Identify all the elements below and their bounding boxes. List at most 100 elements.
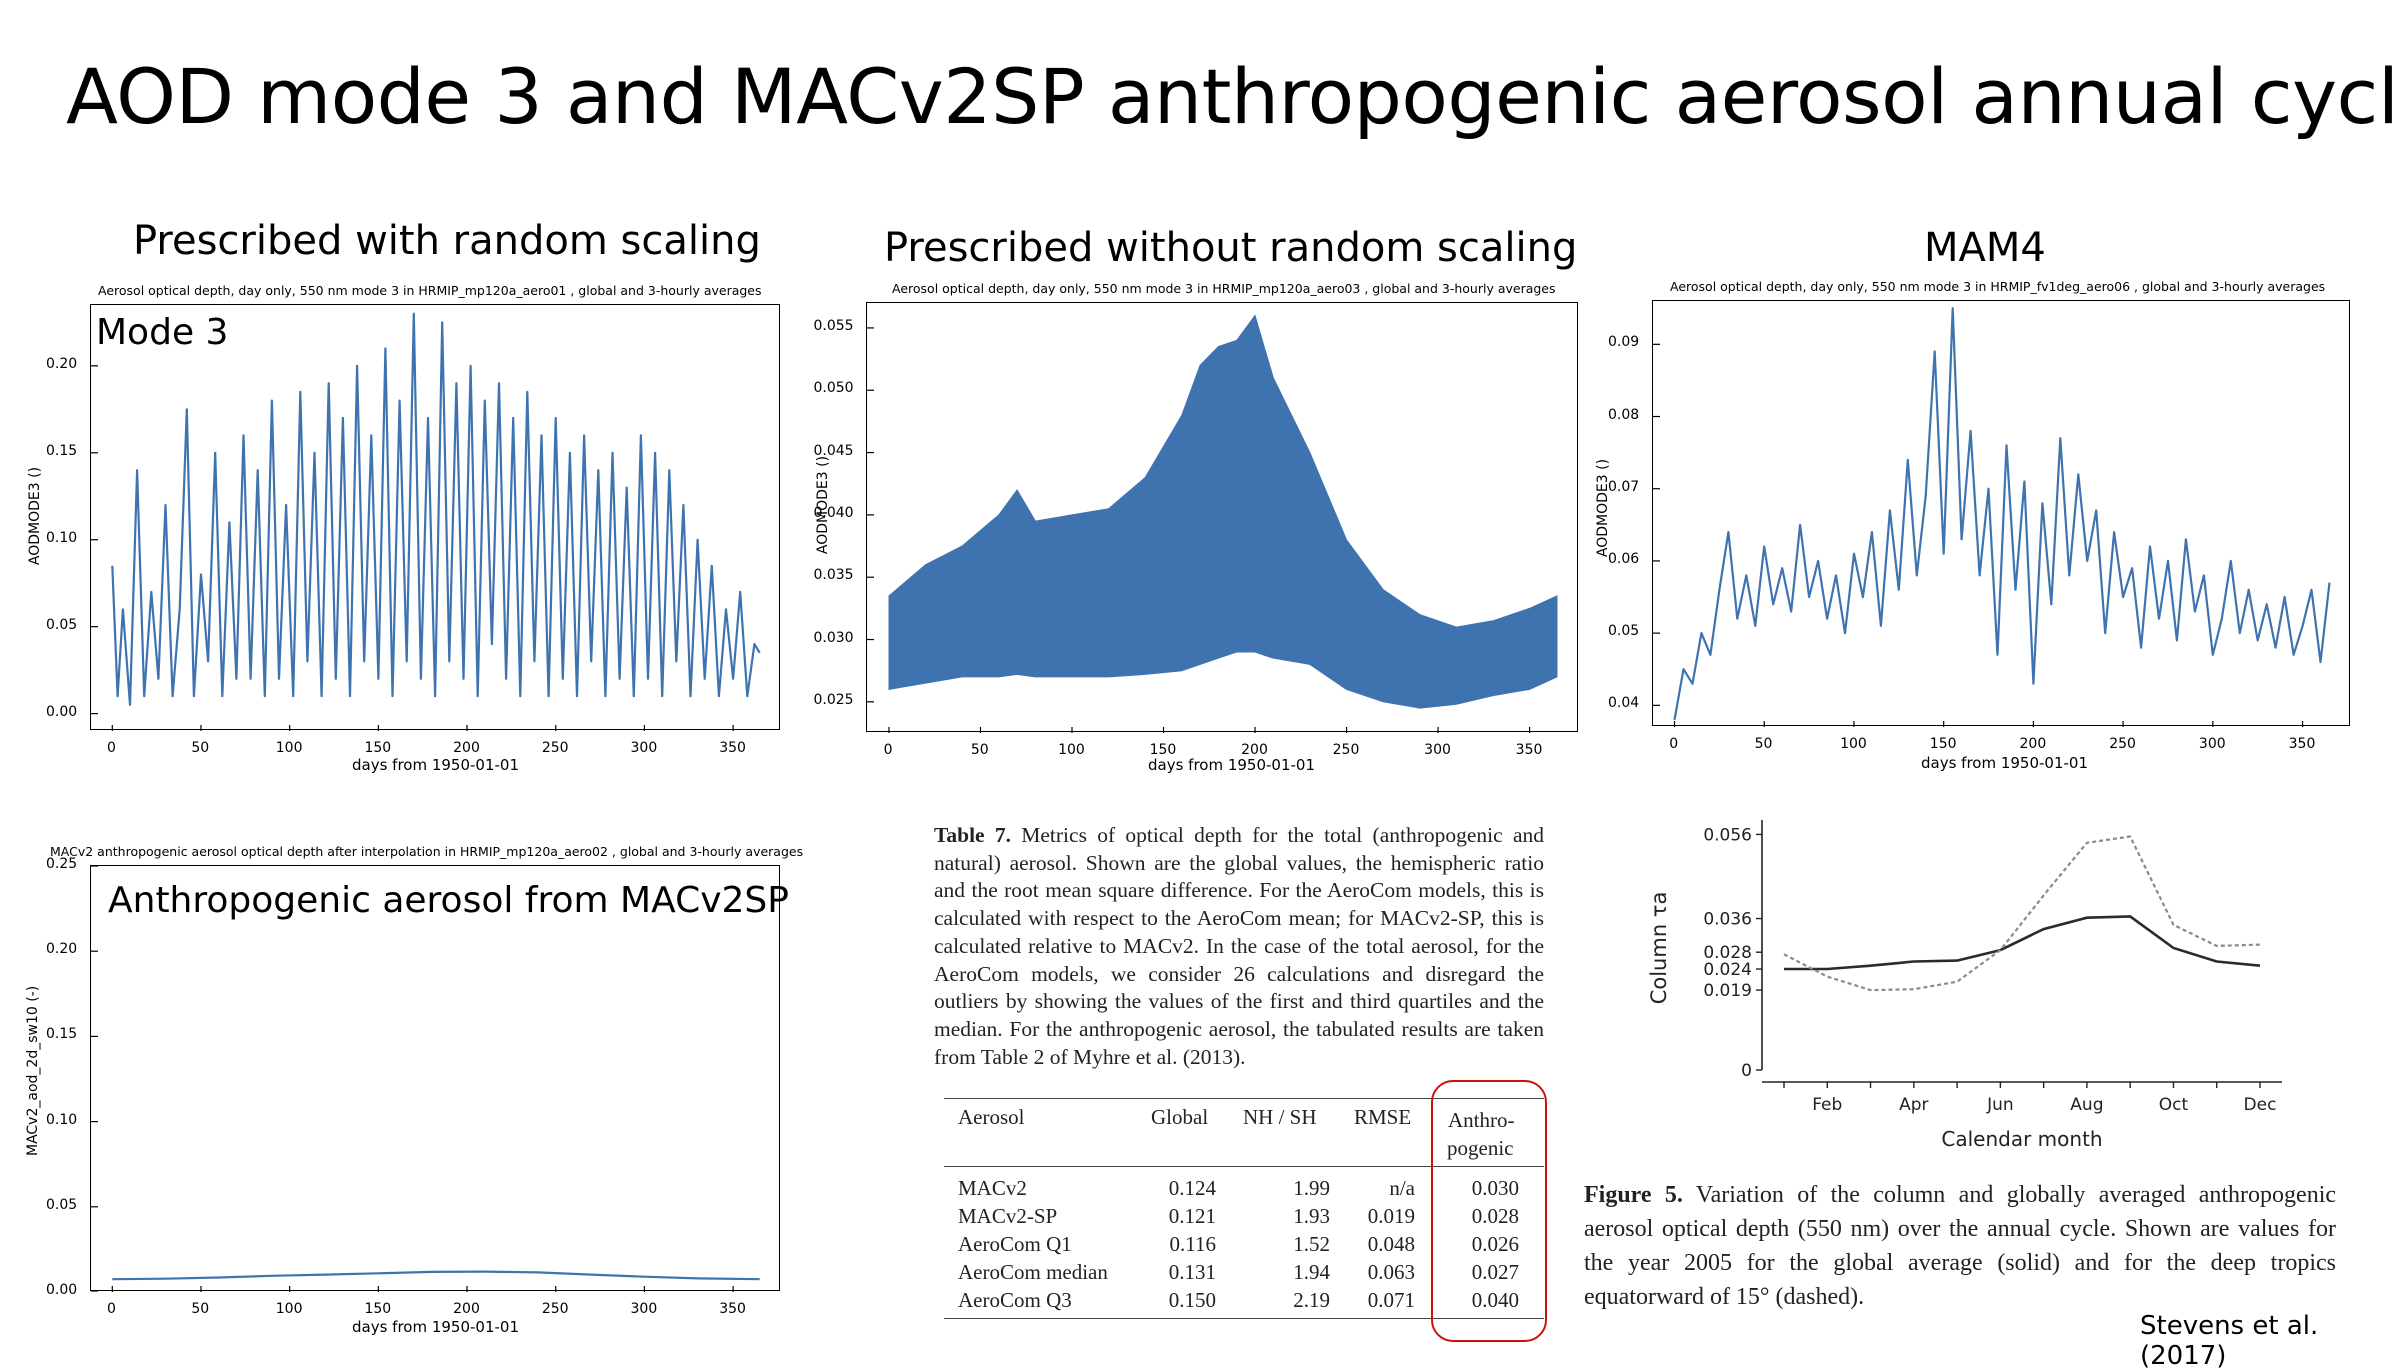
fig5-x-tick-label: Aug bbox=[2070, 1095, 2103, 1115]
panel-4-xlabel: days from 1950-01-01 bbox=[352, 1318, 520, 1336]
y-tick-label: 0.030 bbox=[813, 629, 854, 646]
anthropogenic-column-highlight bbox=[1431, 1080, 1547, 1342]
x-tick-label: 150 bbox=[1929, 736, 1957, 752]
table-7-cell: 0.028 bbox=[1471, 1204, 1519, 1228]
series-line bbox=[111, 312, 761, 706]
slide-title: AOD mode 3 and MACv2SP anthropogenic aer… bbox=[66, 52, 2400, 141]
y-tick-label: 0.05 bbox=[46, 1196, 78, 1213]
y-tick-label: 0.08 bbox=[1608, 406, 1640, 423]
table-7-header-aerosol: Aerosol bbox=[958, 1105, 1025, 1129]
y-tick-label: 0.25 bbox=[46, 856, 78, 872]
table-7-caption-text: Metrics of optical depth for the total (… bbox=[934, 823, 1545, 1069]
citation: Stevens et al. (2017) bbox=[2140, 1311, 2319, 1371]
x-tick-label: 150 bbox=[364, 1301, 392, 1317]
table-7-cell: 0.131 bbox=[1168, 1260, 1216, 1284]
x-tick-label: 200 bbox=[453, 1301, 480, 1317]
y-tick-label: 0.050 bbox=[813, 380, 854, 397]
panel-1-plot-title: Aerosol optical depth, day only, 550 nm … bbox=[98, 283, 762, 298]
x-tick-label: 50 bbox=[191, 1301, 210, 1317]
y-tick-label: 0.00 bbox=[46, 1282, 78, 1298]
table-7-cell: AeroCom Q3 bbox=[958, 1288, 1072, 1312]
panel-4-axes bbox=[90, 865, 780, 1292]
panel-3-plot-title: Aerosol optical depth, day only, 550 nm … bbox=[1670, 279, 2326, 294]
table-7-header-global: Global bbox=[1151, 1105, 1209, 1129]
y-tick-label: 0.20 bbox=[46, 355, 78, 372]
y-tick-label: 0.07 bbox=[1608, 478, 1640, 495]
table-7-header-rule bbox=[944, 1166, 1544, 1167]
panel-2-heading: Prescribed without random scaling bbox=[884, 225, 1578, 271]
panel-1-axes bbox=[90, 304, 780, 731]
y-tick-label: 0.040 bbox=[813, 504, 854, 521]
panel-4-chart bbox=[91, 866, 760, 1292]
table-7-cell: 0.048 bbox=[1367, 1232, 1415, 1256]
x-tick-label: 0 bbox=[1669, 736, 1679, 752]
x-tick-label: 350 bbox=[1515, 742, 1543, 758]
fig5-tropics-dashed-line bbox=[1783, 835, 2261, 992]
panel-3-heading: MAM4 bbox=[1924, 225, 2046, 271]
table-7-cell: 0.026 bbox=[1471, 1232, 1519, 1256]
table-7-header-pogenic: pogenic bbox=[1447, 1136, 1514, 1160]
y-tick-label: 0.05 bbox=[1608, 623, 1640, 640]
fig5-global-solid-line bbox=[1784, 915, 2261, 971]
fig5-x-axis-label: Calendar month bbox=[1941, 1127, 2102, 1151]
figure-5-caption: Figure 5. Variation of the column and gl… bbox=[1584, 1178, 2336, 1314]
panel-2-xlabel: days from 1950-01-01 bbox=[1148, 756, 1316, 774]
x-tick-label: 300 bbox=[2198, 736, 2226, 752]
x-tick-label: 300 bbox=[1424, 742, 1451, 758]
y-tick-label: 0.15 bbox=[46, 442, 78, 459]
table-7-cell: 0.019 bbox=[1367, 1204, 1415, 1228]
x-tick-label: 150 bbox=[1149, 742, 1177, 758]
fig5-y-tick-label: 0.028 bbox=[1703, 943, 1752, 963]
table-7-cell: 0.030 bbox=[1471, 1176, 1519, 1200]
fig5-y-tick-label: 0.019 bbox=[1703, 981, 1752, 1001]
x-tick-label: 100 bbox=[275, 1301, 303, 1317]
x-tick-label: 250 bbox=[1332, 742, 1360, 758]
table-7-cell: 0.116 bbox=[1169, 1232, 1216, 1256]
x-tick-label: 0 bbox=[106, 1301, 116, 1317]
y-tick-label: 0.035 bbox=[813, 567, 854, 584]
table-7-cell: 1.99 bbox=[1293, 1176, 1330, 1200]
y-tick-label: 0.04 bbox=[1608, 695, 1640, 712]
table-7-header-anthro: Anthro- bbox=[1448, 1108, 1515, 1132]
table-7-cell: 2.19 bbox=[1293, 1288, 1330, 1312]
fig5-x-tick-label: Oct bbox=[2159, 1095, 2189, 1115]
table-7-header-nhsh: NH / SH bbox=[1243, 1105, 1317, 1129]
table-7-cell: 1.94 bbox=[1293, 1260, 1330, 1284]
x-tick-label: 250 bbox=[541, 1301, 569, 1317]
figure-5-label: Figure 5. bbox=[1584, 1182, 1683, 1208]
y-tick-label: 0.05 bbox=[46, 616, 78, 633]
fig5-y-tick-label: 0 bbox=[1741, 1061, 1752, 1081]
y-tick-label: 0.045 bbox=[813, 442, 854, 459]
series-line bbox=[112, 1270, 760, 1281]
y-tick-label: 0.025 bbox=[813, 691, 854, 708]
fig5-y-tick-label: 0.036 bbox=[1703, 910, 1752, 930]
table-7-cell: 1.93 bbox=[1293, 1204, 1330, 1228]
panel-4-plot-title: MACv2 anthropogenic aerosol optical dept… bbox=[50, 844, 804, 859]
panel-2-plot-title: Aerosol optical depth, day only, 550 nm … bbox=[892, 281, 1556, 296]
table-7-cell: 0.150 bbox=[1168, 1288, 1216, 1312]
table-7-cell: n/a bbox=[1389, 1176, 1415, 1200]
fig5-y-tick-label: 0.024 bbox=[1703, 960, 1752, 980]
x-tick-label: 250 bbox=[2109, 736, 2136, 752]
panel-3-ylabel: AODMODE3 () bbox=[1595, 458, 1611, 558]
x-tick-label: 50 bbox=[191, 740, 210, 756]
x-tick-label: 150 bbox=[364, 740, 392, 756]
figure-5-caption-text: Variation of the column and globally ave… bbox=[1584, 1182, 2337, 1310]
x-tick-label: 100 bbox=[275, 740, 303, 756]
x-tick-label: 50 bbox=[1754, 736, 1773, 752]
y-tick-label: 0.055 bbox=[813, 317, 854, 334]
x-tick-label: 200 bbox=[453, 740, 480, 756]
panel-3-xlabel: days from 1950-01-01 bbox=[1921, 754, 2089, 772]
table-7-cell: 0.063 bbox=[1367, 1260, 1415, 1284]
table-7-bottom-rule bbox=[944, 1318, 1544, 1319]
panel-1-chart bbox=[91, 312, 761, 731]
panel-1-xlabel: days from 1950-01-01 bbox=[352, 756, 520, 774]
x-tick-label: 300 bbox=[630, 1301, 658, 1317]
panel-4-ylabel: MACv2_aod_2d_sw10 (-) bbox=[25, 985, 41, 1156]
x-tick-label: 300 bbox=[630, 740, 658, 756]
x-tick-label: 200 bbox=[2019, 736, 2047, 752]
x-tick-label: 50 bbox=[970, 742, 989, 758]
x-tick-label: 0 bbox=[106, 740, 116, 756]
table-7-cell: 0.071 bbox=[1367, 1288, 1415, 1312]
